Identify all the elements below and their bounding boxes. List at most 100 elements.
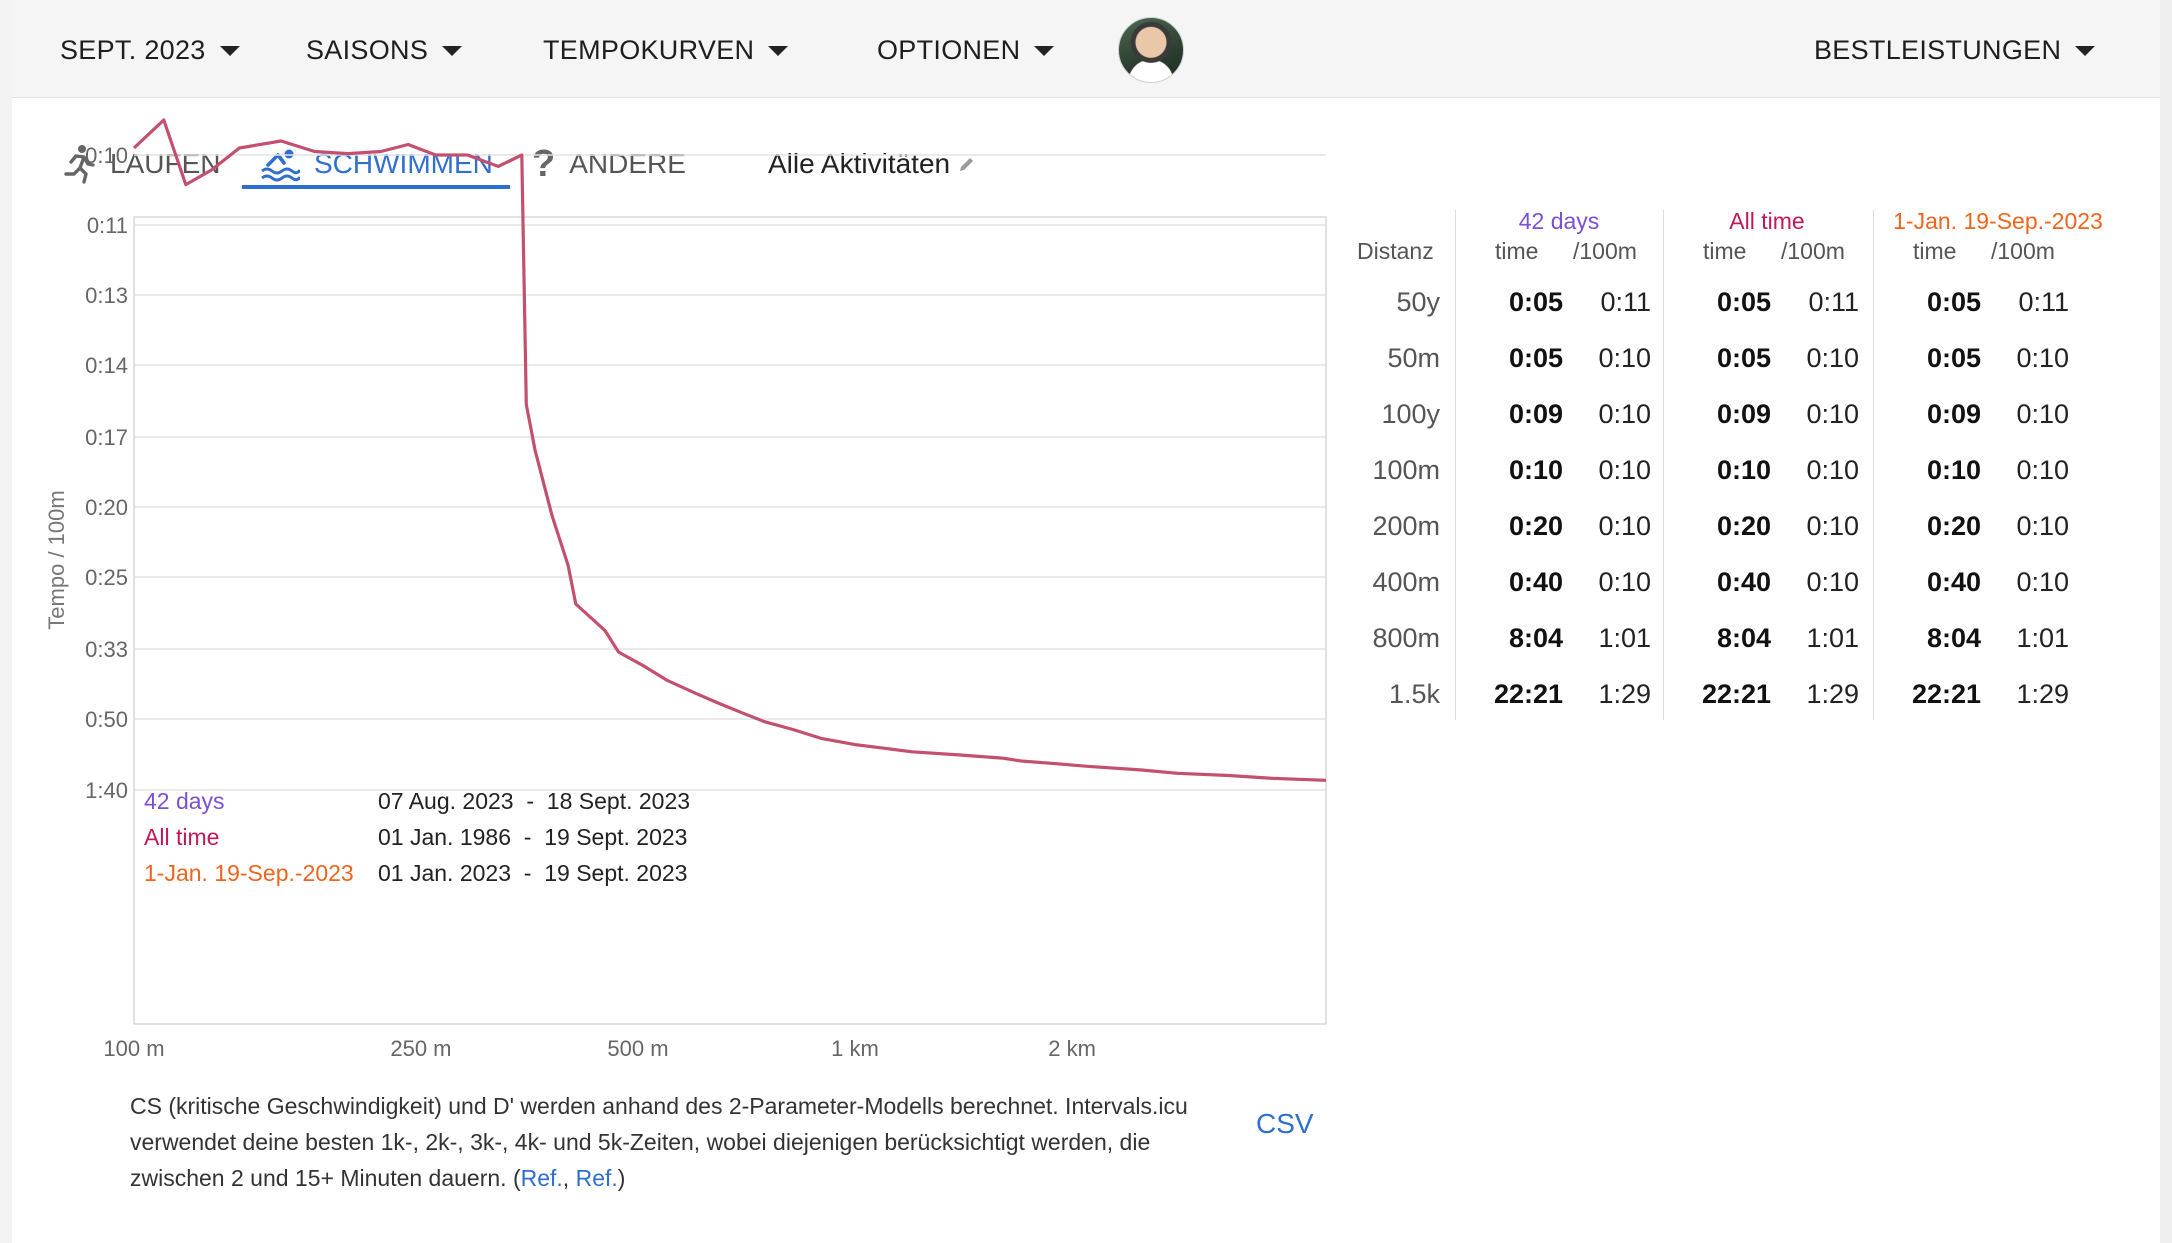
- best-time-cell[interactable]: 0:05: [1926, 287, 1981, 317]
- pace-curve-line[interactable]: [132, 118, 1327, 782]
- tab-other[interactable]: ? ANDERE: [532, 138, 686, 190]
- best-time-cell[interactable]: 0:20: [1508, 511, 1563, 541]
- legend-entry[interactable]: 1-Jan. 19-Sep.-2023 01 Jan. 2023 - 19 Sep…: [144, 860, 687, 887]
- question-mark-icon: ?: [532, 142, 556, 185]
- tab-swim[interactable]: SCHWIMMEN: [260, 138, 493, 190]
- best-time-cell[interactable]: 8:04: [1508, 623, 1563, 653]
- best-time-cell[interactable]: 22:21: [1701, 679, 1771, 709]
- pace-cell: 0:10: [2016, 567, 2069, 597]
- best-time-cell[interactable]: 0:40: [1508, 567, 1563, 597]
- time-subheader: time: [1703, 238, 1747, 264]
- reference-link-1[interactable]: Ref.: [520, 1165, 563, 1191]
- pace-curve-svg[interactable]: 0:10 0:11 0:13 0:14 0:17 0:20 0:25 0:33 0:50 1:40…: [12, 98, 1342, 1078]
- pace-cell: 0:10: [1806, 399, 1859, 429]
- distance-cell: 400m: [1372, 567, 1440, 597]
- distance-cell: 100y: [1381, 399, 1440, 429]
- pace-cell: 0:10: [1598, 399, 1651, 429]
- legend-date-range: 07 Aug. 2023 - 18 Sept. 2023: [378, 788, 691, 814]
- activities-filter-label: Alle Aktivitäten: [768, 148, 951, 179]
- y-axis-label: Tempo / 100m: [44, 490, 69, 629]
- pace-subheader: /100m: [1991, 238, 2055, 264]
- best-time-cell[interactable]: 0:09: [1926, 399, 1981, 429]
- best-time-cell[interactable]: 0:05: [1926, 343, 1981, 373]
- swimming-icon: [260, 145, 300, 183]
- y-tick-label: 0:11: [87, 213, 128, 238]
- window-edge: [2160, 0, 2172, 1243]
- time-subheader: time: [1913, 238, 1957, 264]
- pace-cell: 0:10: [2016, 343, 2069, 373]
- distance-cell: 800m: [1372, 623, 1440, 653]
- month-menu[interactable]: SEPT. 2023: [60, 30, 240, 70]
- pace-cell: 0:11: [2018, 287, 2069, 317]
- best-time-cell[interactable]: 22:21: [1911, 679, 1981, 709]
- legend-date-range: 01 Jan. 1986 - 19 Sept. 2023: [378, 824, 688, 850]
- options-menu[interactable]: OPTIONEN: [877, 30, 1055, 70]
- best-time-cell[interactable]: 8:04: [1926, 623, 1981, 653]
- pace-cell: 0:10: [1806, 343, 1859, 373]
- activities-filter[interactable]: Alle Aktivitäten: [768, 138, 976, 190]
- y-tick-label: 0:20: [85, 495, 128, 520]
- pace-curves-menu-label: TEMPOKURVEN: [543, 34, 755, 65]
- pace-cell: 0:11: [1600, 287, 1651, 317]
- best-time-cell[interactable]: 0:20: [1716, 511, 1771, 541]
- y-tick-label: 0:14: [85, 353, 128, 378]
- best-time-cell[interactable]: 0:05: [1508, 287, 1563, 317]
- x-tick-label: 2 km: [1048, 1036, 1096, 1061]
- best-time-cell[interactable]: 0:05: [1716, 287, 1771, 317]
- best-time-cell[interactable]: 0:09: [1716, 399, 1771, 429]
- best-time-cell[interactable]: 22:21: [1493, 679, 1563, 709]
- seasons-menu[interactable]: SAISONS: [306, 30, 463, 70]
- legend-series-name: 42 days: [144, 788, 225, 814]
- time-subheader: time: [1495, 238, 1539, 264]
- legend-date-range: 01 Jan. 2023 - 19 Sept. 2023: [378, 860, 688, 886]
- best-performances-menu[interactable]: BESTLEISTUNGEN: [1814, 30, 2096, 70]
- distance-cell: 50m: [1387, 343, 1440, 373]
- seasons-menu-label: SAISONS: [306, 34, 429, 65]
- distance-cell: 50y: [1396, 287, 1440, 317]
- pace-cell: 0:10: [2016, 399, 2069, 429]
- tab-other-label: ANDERE: [569, 148, 686, 179]
- best-time-cell[interactable]: 0:05: [1508, 343, 1563, 373]
- column-title: 42 days: [1518, 208, 1600, 234]
- best-time-cell[interactable]: 0:40: [1926, 567, 1981, 597]
- pace-cell: 1:01: [2016, 623, 2069, 653]
- best-time-cell[interactable]: 0:10: [1508, 455, 1563, 485]
- main-card: LAUFEN SCHWIMMEN ? ANDERE Alle Aktivität…: [12, 98, 2160, 1243]
- best-time-cell[interactable]: 0:09: [1508, 399, 1563, 429]
- x-tick-label: 250 m: [390, 1036, 451, 1061]
- pace-curves-menu[interactable]: TEMPOKURVEN: [543, 30, 789, 70]
- y-tick-label: 0:50: [85, 707, 128, 732]
- pace-cell: 0:10: [1598, 455, 1651, 485]
- note-separator: ,: [562, 1165, 576, 1191]
- csv-download-link[interactable]: CSV: [1256, 1108, 1314, 1139]
- options-menu-label: OPTIONEN: [877, 34, 1021, 65]
- best-time-cell[interactable]: 0:40: [1716, 567, 1771, 597]
- pace-cell: 0:10: [2016, 511, 2069, 541]
- column-divider: [1663, 210, 1664, 720]
- note-text: CS (kritische Geschwindigkeit) und D' we…: [130, 1093, 1188, 1191]
- best-time-cell[interactable]: 0:20: [1926, 511, 1981, 541]
- avatar[interactable]: [1118, 17, 1184, 83]
- pace-cell: 1:29: [1806, 679, 1859, 709]
- caret-down-icon: [768, 46, 789, 56]
- legend-entry[interactable]: All time 01 Jan. 1986 - 19 Sept. 2023: [144, 824, 687, 851]
- critical-speed-note: CS (kritische Geschwindigkeit) und D' we…: [130, 1088, 1220, 1196]
- caret-down-icon: [219, 46, 240, 56]
- x-tick-label: 500 m: [607, 1036, 668, 1061]
- best-time-cell[interactable]: 0:10: [1926, 455, 1981, 485]
- x-tick-label: 100 m: [103, 1036, 164, 1061]
- reference-link-2[interactable]: Ref.: [575, 1165, 618, 1191]
- pace-cell: 1:29: [1598, 679, 1651, 709]
- column-divider: [1873, 210, 1874, 720]
- best-time-cell[interactable]: 0:05: [1716, 343, 1771, 373]
- distance-cell: 100m: [1372, 455, 1440, 485]
- pace-cell: 0:10: [1598, 567, 1651, 597]
- pace-cell: 0:10: [2016, 455, 2069, 485]
- column-divider: [1455, 210, 1456, 720]
- legend-entry[interactable]: 42 days 07 Aug. 2023 - 18 Sept. 2023: [144, 788, 690, 815]
- pace-cell: 0:10: [1806, 511, 1859, 541]
- pencil-icon: [958, 155, 976, 173]
- best-time-cell[interactable]: 8:04: [1716, 623, 1771, 653]
- legend-series-name: 1-Jan. 19-Sep.-2023: [144, 860, 354, 886]
- best-time-cell[interactable]: 0:10: [1716, 455, 1771, 485]
